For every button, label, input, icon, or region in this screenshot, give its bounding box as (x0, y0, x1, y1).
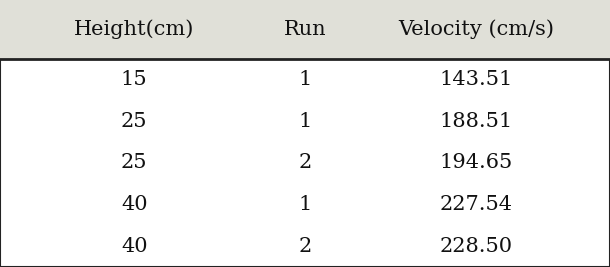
Text: 227.54: 227.54 (439, 195, 512, 214)
Text: Height(cm): Height(cm) (74, 19, 195, 39)
Text: Run: Run (284, 20, 326, 39)
Text: 15: 15 (121, 70, 148, 89)
Text: 1: 1 (298, 70, 312, 89)
Text: 2: 2 (298, 237, 312, 256)
Text: 143.51: 143.51 (439, 70, 512, 89)
Text: 25: 25 (121, 153, 148, 172)
Text: 1: 1 (298, 112, 312, 131)
Text: 188.51: 188.51 (439, 112, 512, 131)
Text: 40: 40 (121, 195, 148, 214)
Bar (0, 0, 610, 59)
Text: 194.65: 194.65 (439, 153, 512, 172)
Text: 228.50: 228.50 (439, 237, 512, 256)
Text: 25: 25 (121, 112, 148, 131)
Text: Velocity (cm/s): Velocity (cm/s) (398, 19, 554, 39)
Text: 40: 40 (121, 237, 148, 256)
Text: 1: 1 (298, 195, 312, 214)
Text: 2: 2 (298, 153, 312, 172)
